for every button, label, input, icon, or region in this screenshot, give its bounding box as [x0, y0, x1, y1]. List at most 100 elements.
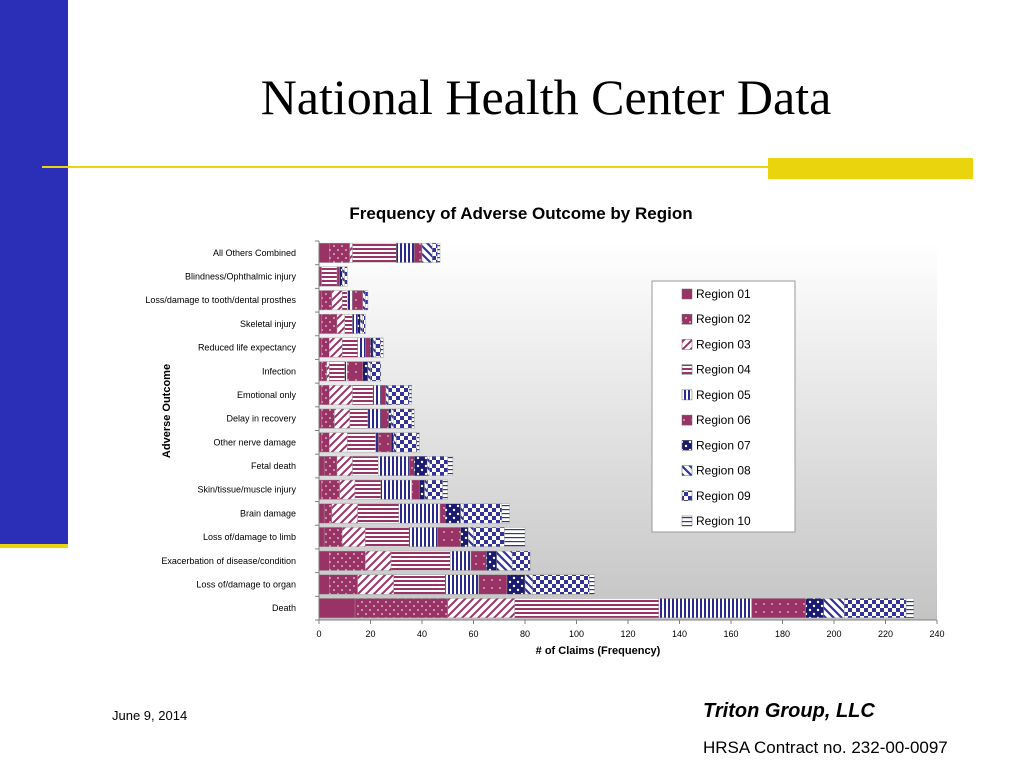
bar-segment [321, 313, 338, 334]
category-label: Loss of/damage to limb [203, 532, 296, 542]
bar-segment [393, 408, 412, 429]
bar-segment [398, 503, 441, 524]
x-tick-label: 160 [723, 629, 738, 639]
footer-company: Triton Group, LLC [703, 700, 875, 722]
bar-segment [329, 385, 353, 405]
bar-segment [429, 456, 448, 476]
bar-segment [352, 456, 379, 476]
legend-entry: Region 09 [696, 489, 751, 503]
legend-entry: Region 01 [696, 287, 751, 301]
bar-segment [421, 242, 433, 263]
bar-segment [349, 242, 353, 263]
category-label: Fetal death [251, 461, 296, 471]
legend-swatch [681, 490, 693, 502]
bar-segment [751, 598, 806, 619]
bar-segment [360, 313, 363, 334]
x-tick-label: 120 [620, 629, 635, 639]
bar-segment [388, 385, 410, 405]
category-label: Skin/tissue/muscle injury [197, 485, 296, 495]
bar-segment [437, 527, 461, 548]
bar-segment [344, 361, 348, 382]
x-tick-label: 220 [878, 629, 893, 639]
bar-segment [511, 550, 531, 571]
x-tick-label: 80 [520, 629, 530, 639]
bar-segment [426, 456, 430, 476]
bar-segment [339, 479, 356, 500]
bar-segment [341, 337, 358, 358]
x-tick-label: 40 [417, 629, 427, 639]
bar-segment [424, 479, 428, 500]
bar-segment [318, 550, 330, 571]
bar-segment [336, 313, 345, 334]
bar-segment [432, 242, 438, 263]
bar-segment [388, 408, 392, 429]
bar-segment [341, 527, 366, 548]
bar-segment [329, 361, 345, 382]
bar-segment [323, 527, 343, 548]
bar-segment [347, 290, 353, 311]
category-label: Death [272, 603, 296, 613]
legend-swatch [681, 364, 693, 375]
bar-segment [444, 503, 461, 524]
bar-segment [341, 266, 345, 287]
bar-segment [496, 550, 513, 571]
bar-segment [823, 598, 845, 619]
bar-segment [370, 361, 382, 382]
bar-segment [416, 432, 420, 453]
title-underline-block [768, 158, 973, 179]
footer-contract: HRSA Contract no. 232-00-0097 [703, 738, 948, 757]
bar-segment [318, 456, 325, 476]
bar-segment [414, 456, 428, 476]
category-label: Skeletal injury [240, 319, 297, 329]
bar-segment [357, 313, 361, 334]
bar-segment [329, 550, 366, 571]
legend-box [651, 280, 796, 533]
bar-segment [447, 456, 454, 476]
bar-segment [372, 385, 382, 405]
bar-segment [318, 242, 330, 263]
bar-segment [486, 550, 497, 571]
bar-segment [331, 290, 343, 311]
legend-entry: Region 08 [696, 464, 751, 478]
bar-segment [504, 527, 526, 548]
bar-segment [463, 503, 503, 524]
bar-segment [362, 313, 366, 334]
bar-segment [390, 432, 394, 453]
bar-segment [321, 432, 330, 453]
bar-segment [390, 408, 394, 429]
category-label: Emotional only [237, 390, 297, 400]
x-tick-label: 180 [775, 629, 790, 639]
bar-segment [365, 290, 369, 311]
bar-segment [347, 361, 363, 382]
bar-segment [357, 337, 366, 358]
bar-segment [321, 290, 333, 311]
x-tick-label: 240 [929, 629, 944, 639]
bar-segment [460, 527, 469, 548]
bar-segment [378, 432, 392, 453]
legend-entry: Region 04 [696, 363, 751, 377]
x-tick-label: 0 [316, 629, 321, 639]
bar-segment [367, 408, 381, 429]
bar-segment [385, 385, 389, 405]
category-label: Delay in recovery [226, 414, 296, 424]
category-label: Infection [262, 366, 296, 376]
bar-segment [329, 574, 358, 595]
bar-segment [329, 432, 348, 453]
category-label: Exacerbation of disease/condition [161, 556, 296, 566]
bar-segment [372, 337, 376, 358]
bar-segment [470, 550, 487, 571]
bar-segment [437, 242, 441, 263]
legend-swatch [681, 288, 693, 300]
bar-segment [323, 503, 333, 524]
bar-segment [357, 503, 400, 524]
bar-segment [336, 456, 353, 476]
bar-segment [323, 456, 338, 476]
bar-segment [329, 337, 343, 358]
bar-segment [321, 337, 330, 358]
bar-segment [450, 550, 472, 571]
bar-segment [532, 574, 590, 595]
legend-entry: Region 10 [696, 514, 751, 528]
bar-segment [318, 527, 325, 548]
legend-swatch [681, 339, 693, 350]
bar-segment [501, 503, 510, 524]
